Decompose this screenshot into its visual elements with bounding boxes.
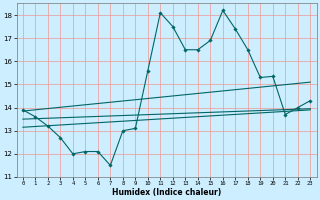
X-axis label: Humidex (Indice chaleur): Humidex (Indice chaleur) (112, 188, 221, 197)
